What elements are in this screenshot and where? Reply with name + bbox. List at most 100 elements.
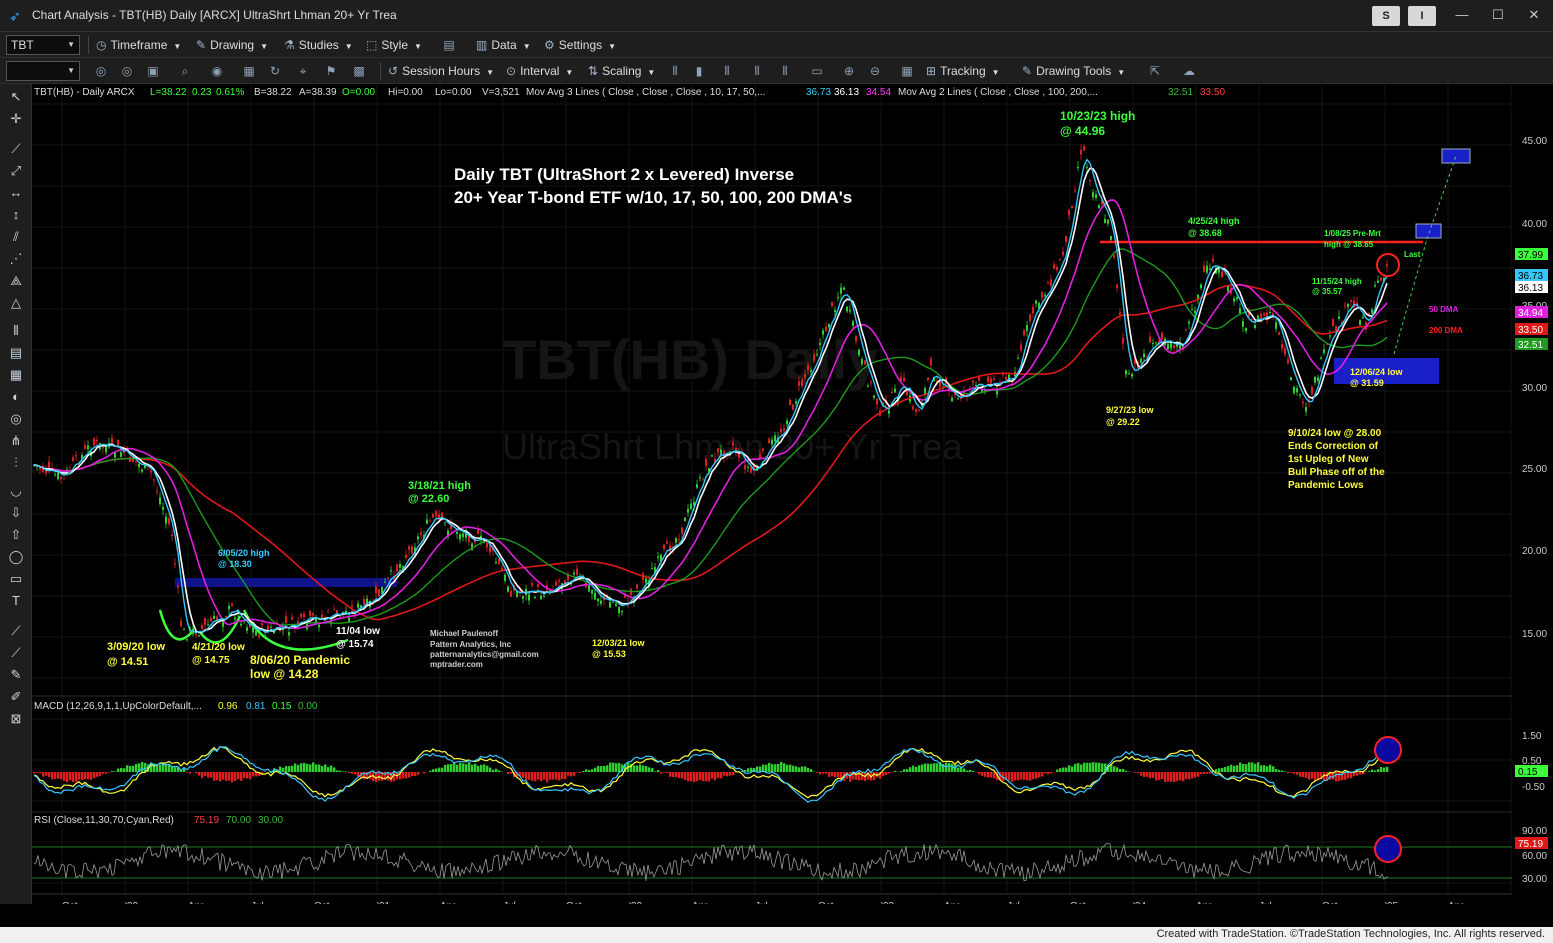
highlight-icon[interactable]: ⟋	[11, 645, 21, 660]
vertical-line-icon[interactable]: ↕	[12, 207, 20, 222]
author-website: mptrader.com	[430, 660, 483, 669]
grid-icon[interactable]: ▩	[353, 64, 365, 78]
interval-link-i-button[interactable]: I	[1408, 6, 1436, 26]
bars-icon[interactable]: ⦀	[13, 323, 19, 338]
table-icon[interactable]: ▦	[9, 367, 23, 382]
rectangle-icon[interactable]: ▭	[9, 571, 23, 586]
candle-body	[1332, 319, 1334, 327]
macd-histogram-bar	[783, 763, 786, 772]
flag-icon[interactable]: ⚑	[325, 64, 337, 78]
macd-histogram-bar	[1239, 762, 1242, 772]
crosshair-icon[interactable]: ✛	[10, 111, 22, 126]
studies-menu[interactable]: ⚗ Studies ▼	[284, 38, 353, 52]
text-box-icon[interactable]: ▤	[9, 345, 23, 360]
candle-body	[465, 532, 467, 538]
macd-histogram-bar	[948, 762, 951, 772]
candle-body	[1026, 324, 1028, 331]
tracking-menu[interactable]: ⊞ Tracking ▼	[926, 64, 1000, 78]
arrow-up-icon[interactable]: ⇧	[10, 527, 22, 542]
candle-body	[564, 580, 566, 585]
bars-icon[interactable]: ⦀	[672, 64, 678, 78]
ellipse-icon[interactable]: ◯	[8, 549, 24, 564]
speed-lines-icon[interactable]: ⟁	[10, 273, 22, 288]
symbol-input[interactable]: TBT ▼	[6, 35, 80, 55]
columns-icon[interactable]: ⦀	[724, 64, 730, 78]
window-icon[interactable]: ▣	[147, 64, 159, 78]
arrow-down-icon[interactable]: ⇩	[10, 505, 22, 520]
screen-icon[interactable]: ▭	[811, 64, 823, 78]
session-hours-menu[interactable]: ↺ Session Hours ▼	[388, 64, 495, 78]
minimize-icon[interactable]: —	[1455, 7, 1469, 22]
maximize-icon[interactable]: ☐	[1492, 7, 1504, 22]
candle-body	[957, 398, 959, 400]
support-zone[interactable]	[1334, 358, 1439, 384]
data-menu[interactable]: ▥ Data ▼	[476, 38, 531, 52]
zoom-in-icon[interactable]: ⊕	[843, 64, 855, 78]
refresh-icon[interactable]: ◎	[95, 64, 107, 78]
candle-body	[1062, 251, 1064, 256]
chat-icon[interactable]: ☁	[1183, 64, 1195, 78]
pitchfork-icon[interactable]: ⋔	[10, 433, 22, 448]
text-icon[interactable]: T	[12, 593, 20, 608]
delete-drawings-icon[interactable]: ⊠	[10, 711, 22, 726]
chart-canvas[interactable]: TBT(HB) Daily UltraShrt Lhman 20+ Yr Tre…	[32, 84, 1553, 912]
macd-histogram-bar	[84, 772, 87, 780]
export-icon[interactable]: ⇱	[1149, 64, 1161, 78]
resistance-zone[interactable]	[175, 578, 397, 587]
arc-icon[interactable]: ◡	[10, 483, 22, 498]
reload-icon[interactable]: ◎	[121, 64, 133, 78]
candle-body	[186, 639, 188, 641]
chart-area[interactable]: TBT(HB) Daily UltraShrt Lhman 20+ Yr Tre…	[32, 84, 1553, 912]
macd-histogram-bar	[1044, 772, 1047, 774]
grid-icon[interactable]: ▦	[901, 64, 913, 78]
style-menu[interactable]: ⬚ Style ▼	[366, 38, 422, 52]
eraser-icon[interactable]: ✎	[10, 667, 22, 682]
link-icon[interactable]: ◉	[211, 64, 223, 78]
triangle-icon[interactable]: △	[11, 295, 21, 310]
scaling-menu[interactable]: ⇅ Scaling ▼	[588, 64, 656, 78]
settings-menu[interactable]: ⚙ Settings ▼	[544, 38, 617, 52]
candle-body	[258, 635, 260, 638]
ruler-icon[interactable]: ⟋	[11, 623, 21, 638]
layout-icon[interactable]: ▤	[443, 38, 455, 52]
candle-body	[894, 388, 896, 393]
close-icon[interactable]: ✕	[1528, 7, 1540, 22]
target-box-2[interactable]	[1441, 148, 1471, 164]
interval-menu[interactable]: ⊙ Interval ▼	[506, 64, 574, 78]
workspace-select[interactable]: ▼	[6, 61, 80, 81]
target-box-1[interactable]	[1415, 223, 1442, 239]
time-axis[interactable]: Oct '20 Apr Jul Oct '21 Apr Jul Oct '22 Apr Jul Oct '…	[62, 901, 1464, 912]
cycles-icon[interactable]: ◐	[12, 389, 20, 404]
candle-body	[1266, 312, 1268, 319]
pointer-icon[interactable]: ↖	[10, 89, 22, 104]
replay-icon[interactable]: ↻	[269, 64, 281, 78]
time-axis-label: Oct	[1322, 901, 1338, 904]
expand-icon[interactable]: ⦀	[782, 64, 788, 78]
zoom-out-icon[interactable]: ⊖	[869, 64, 881, 78]
trendline-icon[interactable]: ⟋	[11, 141, 21, 156]
macd-histogram-bar	[711, 772, 714, 779]
cursor-icon[interactable]: ⌖	[299, 64, 307, 78]
compress-icon[interactable]: ⦀	[754, 64, 760, 78]
candles-icon[interactable]: ▮	[695, 64, 703, 78]
drawing-menu[interactable]: ✎ Drawing ▼	[196, 38, 268, 52]
macd-histogram-bar	[1023, 772, 1026, 780]
fibonacci-icon[interactable]: ⋰	[9, 251, 23, 266]
gann-icon[interactable]: ◎	[10, 411, 22, 426]
price-axis[interactable]: 45.00 40.00 35.00 30.00 25.00 20.00 15.0…	[1515, 136, 1548, 640]
macd-histogram-bar	[927, 763, 930, 772]
format-icon[interactable]: ▦	[243, 64, 255, 78]
candle-body	[798, 381, 800, 386]
regression-icon[interactable]: ⫶	[14, 455, 18, 470]
macd-histogram-bar	[423, 772, 426, 774]
ray-icon[interactable]: ⤢	[10, 163, 22, 178]
drawing-tools-menu[interactable]: ✎ Drawing Tools ▼	[1022, 64, 1126, 78]
horizontal-line-icon[interactable]: ↔	[9, 185, 23, 200]
brush-icon[interactable]: ✐	[10, 689, 22, 704]
symbol-link-s-button[interactable]: S	[1372, 6, 1400, 26]
candle-body	[543, 595, 545, 597]
timeframe-menu[interactable]: ◷ Timeframe ▼	[96, 38, 182, 52]
find-symbol-icon[interactable]: ⌕	[181, 64, 189, 78]
candle-body	[654, 567, 656, 574]
channel-icon[interactable]: ⫽	[13, 229, 19, 244]
